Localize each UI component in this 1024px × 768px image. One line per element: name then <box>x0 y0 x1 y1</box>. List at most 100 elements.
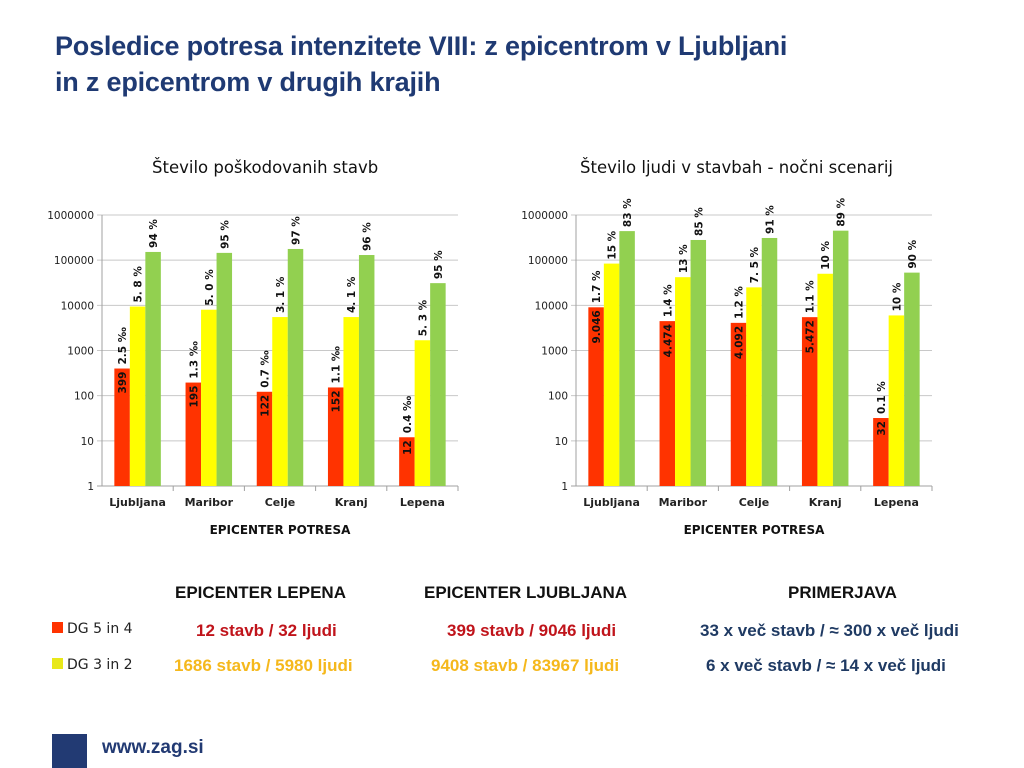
bar-percent-label: 3. 1 % <box>275 276 287 313</box>
y-tick-label: 1 <box>561 481 568 493</box>
bar-percent-label: 10 % <box>891 282 903 311</box>
bar-ostalo <box>287 248 304 486</box>
bar-dg-5-in-4 <box>399 437 415 486</box>
legend-label: DG 5 in 4 <box>67 621 133 637</box>
bar-dg-5-in-4 <box>730 322 747 486</box>
bar-value-label: 195 <box>188 386 200 408</box>
x-category-label: Celje <box>739 496 770 509</box>
y-tick-label: 100 <box>548 391 568 403</box>
legend-swatch-yellow <box>52 658 63 669</box>
bar-dg-5-in-4 <box>659 321 676 486</box>
bar-dg-3-in-2 <box>746 287 762 486</box>
slide-title-line-1: Posledice potresa intenzitete VIII: z ep… <box>55 31 788 61</box>
bar-percent-label: 1.1 ‰ <box>331 346 343 383</box>
y-tick-label: 1 <box>87 481 94 493</box>
bar-dg-3-in-2 <box>888 315 905 486</box>
x-category-label: Celje <box>265 496 296 509</box>
bar-value-label: 4.092 <box>734 326 746 359</box>
comparison-dg32-value: 6 x več stavb / ≈ 14 x več ljudi <box>706 656 946 675</box>
zag-logo-square <box>52 734 87 768</box>
bar-percent-label: 7. 5 % <box>749 246 761 283</box>
bar-percent-label: 10 % <box>820 240 832 269</box>
bar-percent-label: 1.4 % <box>662 284 674 317</box>
bar-percent-label: 91 % <box>765 205 777 234</box>
y-tick-label: 100000 <box>54 255 94 267</box>
legend-swatch-red <box>52 622 63 633</box>
bar-value-label: 152 <box>331 390 343 412</box>
bar-value-label: 32 <box>876 421 888 436</box>
bar-dg-5-in-4 <box>801 317 818 486</box>
x-category-label: Kranj <box>809 496 842 509</box>
header-epicenter-lepena: EPICENTER LEPENA <box>175 583 346 602</box>
ljubljana-dg32-value: 9408 stavb / 83967 ljudi <box>431 656 620 675</box>
bar-ostalo <box>430 283 446 486</box>
bar-percent-label: 95 % <box>433 250 445 279</box>
legend-label: DG 3 in 2 <box>67 657 133 673</box>
header-epicenter-ljubljana: EPICENTER LJUBLJANA <box>424 583 628 602</box>
bar-percent-label: 96 % <box>362 222 374 251</box>
header-comparison: PRIMERJAVA <box>788 583 897 602</box>
bar-dg-3-in-2 <box>272 317 288 486</box>
bar-value-label: 12 <box>402 440 414 455</box>
bar-ostalo <box>216 252 233 486</box>
lepena-dg54-value: 12 stavb / 32 ljudi <box>196 621 337 640</box>
x-category-label: Lepena <box>400 496 445 509</box>
bar-percent-label: 95 % <box>219 220 231 249</box>
x-category-label: Maribor <box>185 496 234 509</box>
bar-dg-5-in-4 <box>873 418 889 486</box>
lepena-dg32-value: 1686 stavb / 5980 ljudi <box>174 656 353 675</box>
y-tick-label: 10000 <box>61 300 94 312</box>
x-category-label: Ljubljana <box>583 496 640 509</box>
y-tick-label: 10000 <box>535 300 568 312</box>
bar-percent-label: 90 % <box>907 239 919 268</box>
bar-percent-label: 0.4 ‰ <box>402 396 414 433</box>
bar-percent-label: 1.2 % <box>734 286 746 319</box>
y-tick-label: 1000000 <box>521 210 568 222</box>
legend-dg32: DG 3 in 2 <box>52 657 133 673</box>
x-axis-title: EPICENTER POTRESA <box>684 523 826 537</box>
bar-percent-label: 83 % <box>622 198 634 227</box>
bar-dg-5-in-4 <box>114 368 130 486</box>
x-axis-title: EPICENTER POTRESA <box>210 523 352 537</box>
bar-value-label: 399 <box>117 372 129 394</box>
x-category-label: Kranj <box>335 496 368 509</box>
chart-people-night-scenario: 1 10 100 1000 10000 100000 1000000 Ljubljana 1.7… <box>521 197 933 537</box>
bar-dg-3-in-2 <box>129 306 146 486</box>
bar-percent-label: 94 % <box>148 219 160 248</box>
bar-percent-label: 1.7 % <box>591 270 603 303</box>
ljubljana-dg54-value: 399 stavb / 9046 ljudi <box>447 621 617 640</box>
y-tick-label: 100000 <box>528 255 568 267</box>
bar-value-label: 5.472 <box>805 320 817 353</box>
bar-percent-label: 4. 1 % <box>346 276 358 313</box>
bar-ostalo <box>832 230 849 486</box>
comparison-dg54-value: 33 x več stavb / ≈ 300 x več ljudi <box>700 621 959 640</box>
legend-dg54: DG 5 in 4 <box>52 621 133 637</box>
x-category-label: Lepena <box>874 496 919 509</box>
bar-value-label: 9.046 <box>591 310 603 343</box>
y-tick-label: 100 <box>74 391 94 403</box>
bar-dg-3-in-2 <box>201 309 217 486</box>
bar-ostalo <box>358 255 375 486</box>
bar-percent-label: 13 % <box>678 244 690 273</box>
y-tick-label: 1000 <box>67 346 94 358</box>
bar-dg-5-in-4 <box>327 387 344 486</box>
bar-percent-label: 2.5 ‰ <box>117 327 129 364</box>
bar-dg-5-in-4 <box>185 382 202 486</box>
bar-dg-3-in-2 <box>675 277 691 486</box>
bar-percent-label: 1.3 ‰ <box>188 341 200 378</box>
y-tick-label: 10 <box>81 436 94 448</box>
y-tick-label: 1000 <box>541 346 568 358</box>
bar-percent-label: 0.7 ‰ <box>260 350 272 387</box>
bar-percent-label: 97 % <box>291 216 303 245</box>
x-category-label: Maribor <box>659 496 708 509</box>
bar-percent-label: 0.1 % <box>876 381 888 414</box>
bar-value-label: 122 <box>260 395 272 417</box>
bar-percent-label: 89 % <box>836 197 848 226</box>
bar-ostalo <box>145 251 161 486</box>
y-tick-label: 1000000 <box>47 210 94 222</box>
bar-percent-label: 5. 3 % <box>417 299 429 336</box>
footer-url-link[interactable]: www.zag.si <box>102 737 204 758</box>
bar-dg-5-in-4 <box>588 307 604 486</box>
bar-percent-label: 5. 8 % <box>133 266 145 303</box>
y-tick-label: 10 <box>555 436 568 448</box>
